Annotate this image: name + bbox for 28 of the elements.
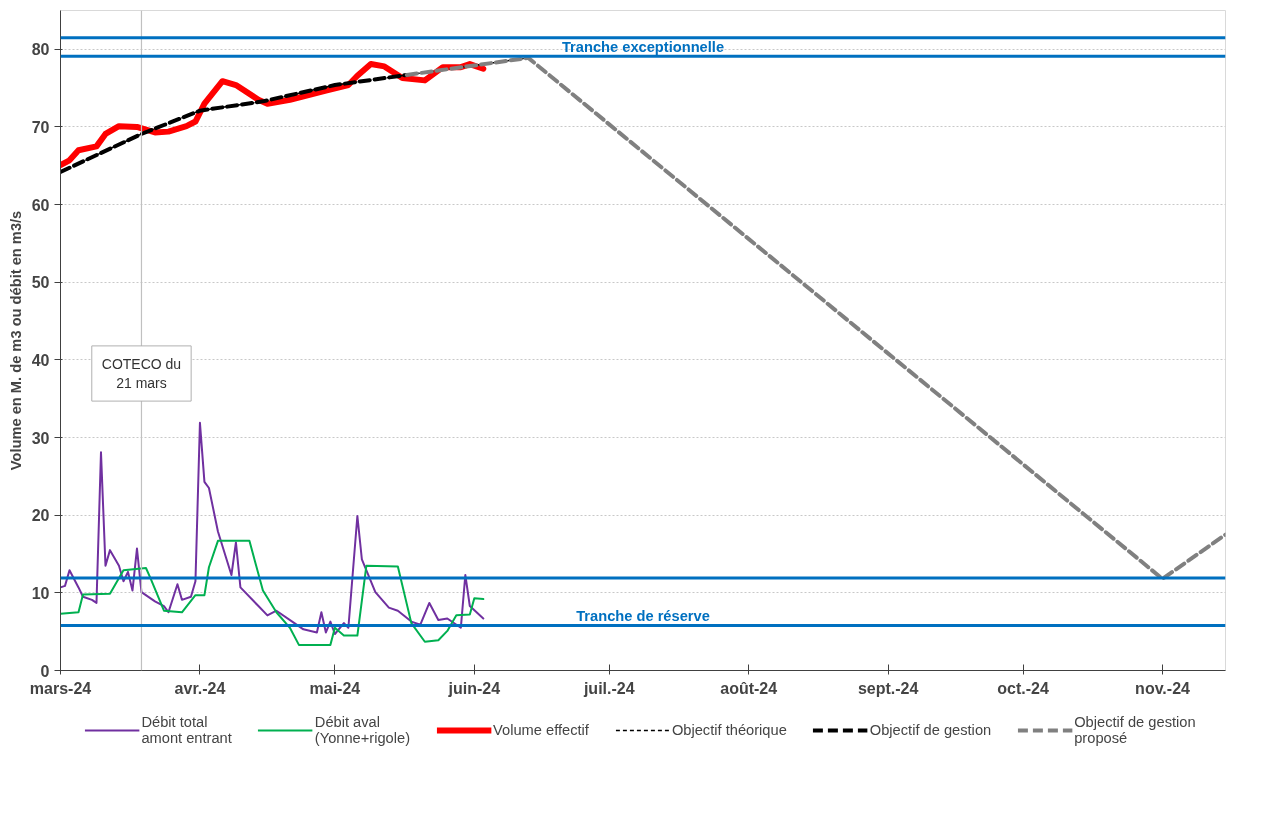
y-tick-label: 60 (31, 196, 50, 214)
legend-label: Débit total amont entrant (141, 714, 232, 746)
x-tick-label: nov.-24 (1135, 679, 1191, 697)
x-tick-label: sept.-24 (857, 679, 919, 697)
x-tick-label: avr.-24 (174, 679, 226, 697)
x-tick-label: oct.-24 (997, 679, 1049, 697)
x-tick-label: mars-24 (29, 679, 92, 697)
y-tick-label: 40 (31, 351, 50, 369)
y-tick-label: 30 (31, 429, 50, 447)
legend-label: Objectif de gestion proposé (1074, 714, 1196, 746)
legend-label: Objectif théorique (671, 722, 787, 738)
y-tick-label: 20 (31, 507, 50, 525)
ref-line-label: COTECO du 21 mars (101, 355, 182, 392)
y-tick-label: 50 (31, 274, 50, 292)
x-tick-label: juil.-24 (582, 679, 635, 697)
legend-label: Volume effectif (493, 722, 589, 738)
legend-label: Débit aval (Yonne+rigole) (314, 714, 411, 746)
y-tick-label: 0 (40, 662, 50, 680)
y-tick-label: 70 (31, 118, 50, 136)
x-tick-label: mai-24 (309, 679, 361, 697)
x-tick-label: juin-24 (447, 679, 501, 697)
y-tick-label: 10 (31, 584, 50, 602)
ref-line-label: Tranche de réserve (576, 608, 710, 625)
y-tick-label: 80 (31, 41, 50, 59)
ref-line-label: Tranche exceptionnelle (561, 39, 725, 56)
y-axis-title: Volume en M. de m3 ou débit en m3/s (7, 210, 24, 471)
legend-label: Objectif de gestion (869, 722, 992, 738)
x-tick-label: août-24 (720, 679, 778, 697)
